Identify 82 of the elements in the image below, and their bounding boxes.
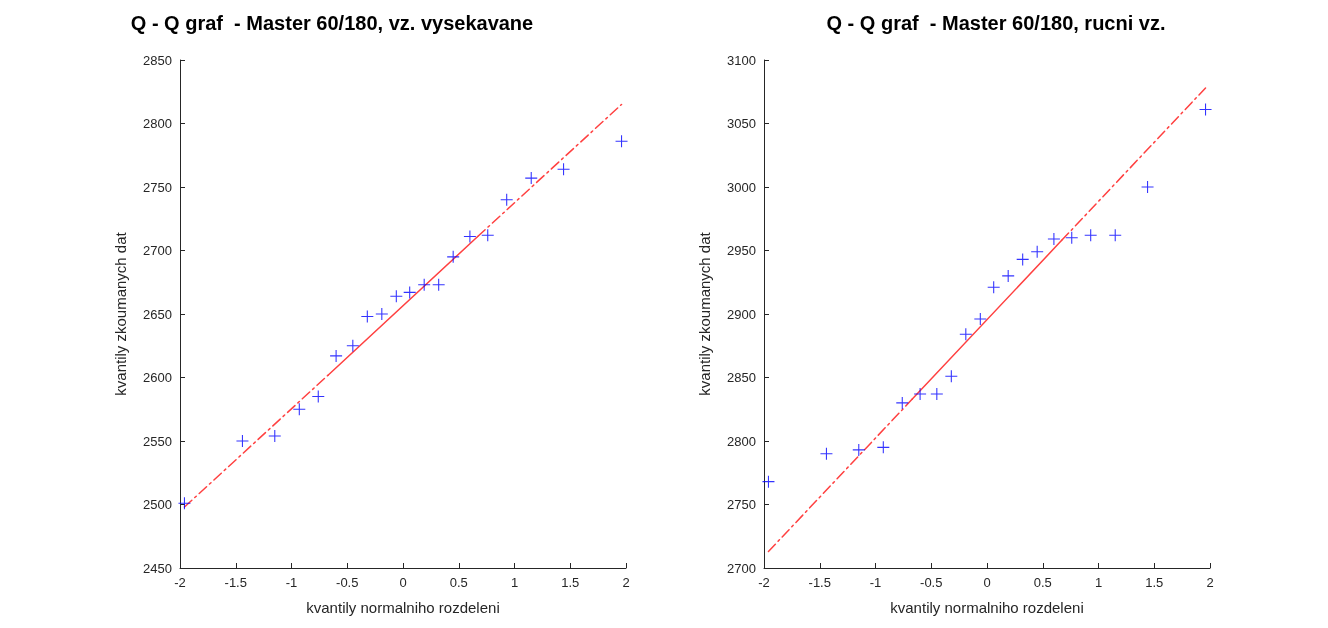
y-tick-label: 2550 <box>143 433 172 449</box>
x-tick-label: 0 <box>983 575 991 590</box>
y-tick-label: 2450 <box>143 560 172 576</box>
point <box>762 475 775 488</box>
point <box>361 310 374 323</box>
point <box>1065 231 1078 244</box>
y-tick-label: 2650 <box>143 306 172 322</box>
point <box>432 278 445 291</box>
y-tick-label: 2850 <box>143 52 172 68</box>
point <box>525 172 538 185</box>
y-tick-label: 2500 <box>143 497 172 512</box>
chart-title: Q - Q graf - Master 60/180, vz. vysekavane <box>130 12 534 34</box>
point <box>447 250 460 263</box>
y-tick-label: 2800 <box>727 433 756 449</box>
x-tick-label: 2 <box>622 575 630 590</box>
point <box>1109 229 1122 242</box>
x-tick-label: -1 <box>869 575 882 590</box>
y-tick-label: 2850 <box>727 370 756 385</box>
point <box>418 278 431 291</box>
point <box>481 229 494 242</box>
point <box>930 388 943 401</box>
point <box>974 313 987 326</box>
x-tick-label: 0.5 <box>1033 575 1052 590</box>
point <box>914 388 927 401</box>
y-tick-label: 2600 <box>143 370 172 385</box>
point <box>1199 103 1212 116</box>
x-tick-label: 2 <box>1206 575 1214 590</box>
x-tick-label: -2 <box>758 575 770 590</box>
y-tick-label: 2750 <box>143 179 172 195</box>
x-tick-label: 0 <box>399 575 407 590</box>
point <box>346 339 359 352</box>
point <box>403 286 416 299</box>
point <box>375 308 388 320</box>
x-tick-label: -1.5 <box>224 575 247 590</box>
x-tick-label: -2 <box>174 575 186 590</box>
y-tick-label: 2950 <box>727 243 756 258</box>
y-tick-label: 2800 <box>143 116 172 131</box>
point <box>463 230 476 243</box>
x-tick-label: -0.5 <box>920 575 943 590</box>
point <box>615 135 628 148</box>
x-tick-label: 1 <box>1094 575 1103 590</box>
y-tick-label: 2700 <box>143 243 172 258</box>
point <box>1016 253 1029 266</box>
point <box>896 396 909 409</box>
point <box>236 435 249 447</box>
point <box>312 390 325 403</box>
point <box>557 163 570 176</box>
x-axis-title: kvantily normalniho rozdeleni <box>890 599 1084 616</box>
point <box>1031 245 1044 258</box>
point <box>1002 269 1015 282</box>
y-tick-label: 3000 <box>727 179 756 195</box>
point <box>987 281 1000 294</box>
point <box>1084 229 1097 242</box>
x-tick-label: -1 <box>285 575 298 590</box>
point <box>877 441 890 454</box>
point <box>178 497 191 510</box>
chart-title: Q - Q graf - Master 60/180, rucni vz. <box>826 12 1166 34</box>
x-tick-label: -1.5 <box>808 575 831 590</box>
y-axis-title: kvantily zkoumanych dat <box>696 231 713 396</box>
y-tick-label: 3050 <box>727 116 756 131</box>
y-tick-label: 2750 <box>727 497 756 512</box>
y-axis-title: kvantily zkoumanych dat <box>112 231 129 396</box>
x-tick-label: 0.5 <box>449 575 468 590</box>
point <box>330 349 343 362</box>
point <box>268 429 281 442</box>
y-tick-label: 3100 <box>727 52 756 68</box>
x-axis-title: kvantily normalniho rozdeleni <box>306 599 500 616</box>
point <box>500 193 513 206</box>
point <box>852 443 865 456</box>
point <box>959 328 972 341</box>
point <box>1141 181 1154 193</box>
x-tick-label: 1.5 <box>561 575 580 590</box>
point <box>945 370 958 383</box>
point <box>820 447 833 460</box>
point <box>390 290 403 303</box>
point <box>1047 233 1060 246</box>
y-tick-label: 2700 <box>727 560 756 576</box>
x-tick-label: 1.5 <box>1145 575 1164 590</box>
point <box>293 403 306 416</box>
x-tick-label: 1 <box>510 575 519 590</box>
x-tick-label: -0.5 <box>336 575 359 590</box>
y-tick-label: 2900 <box>727 306 756 322</box>
